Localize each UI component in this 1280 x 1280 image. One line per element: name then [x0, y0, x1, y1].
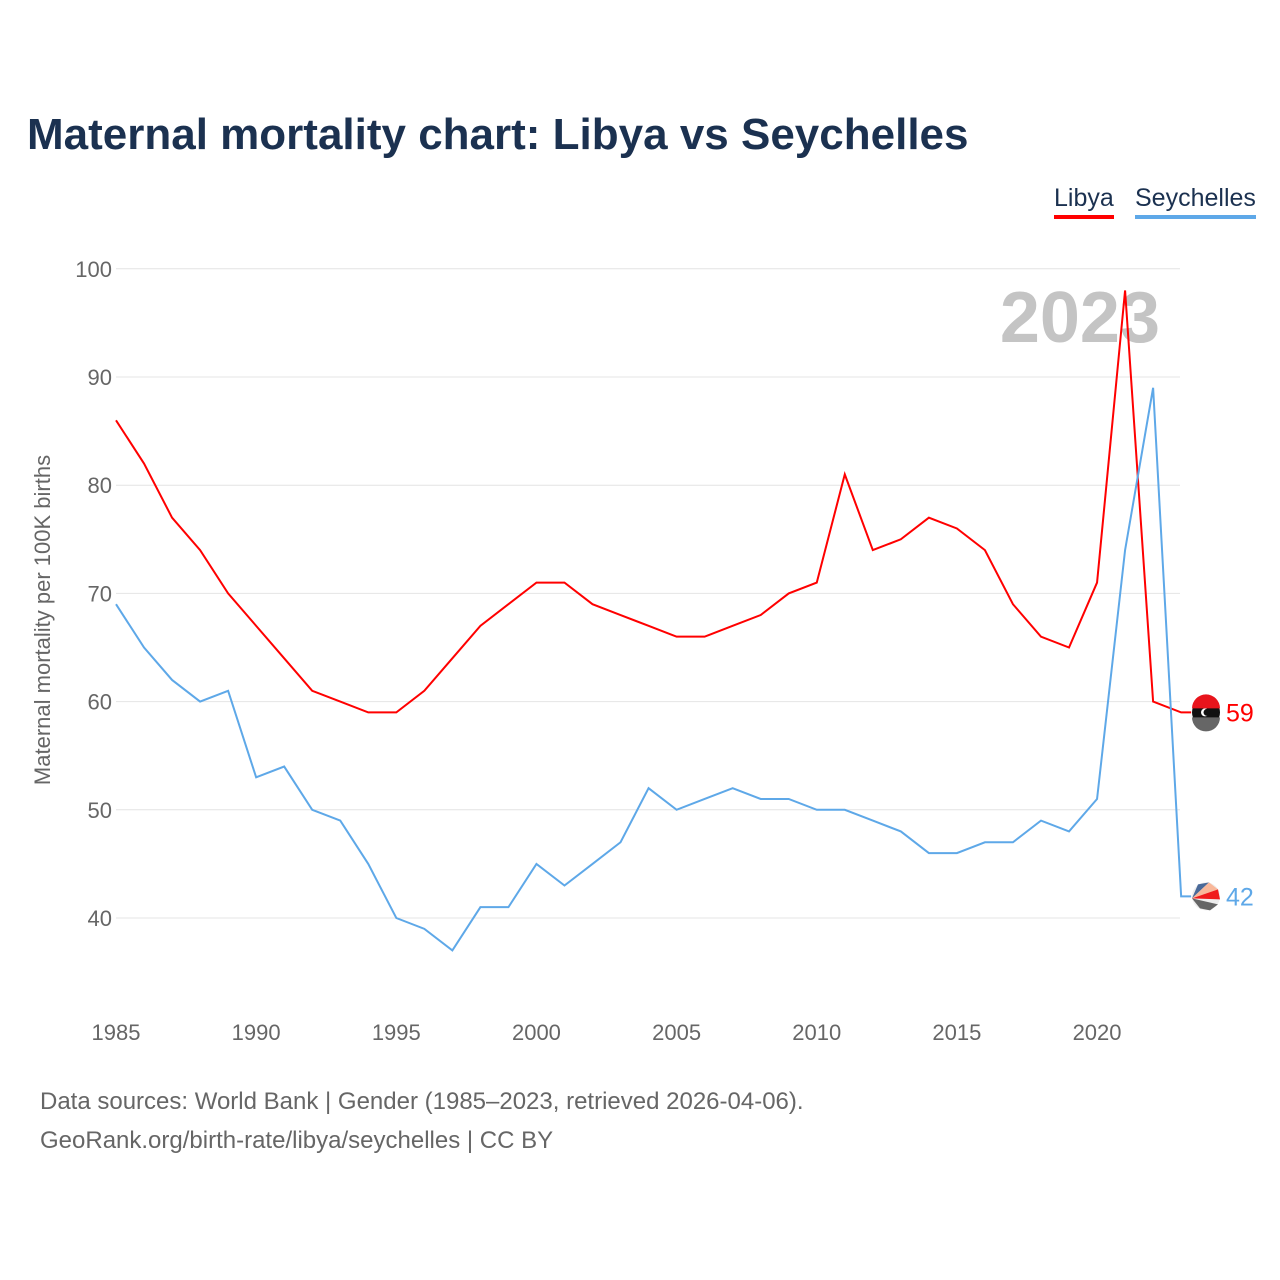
end-value-label: 42 [1226, 883, 1254, 911]
series-line-seychelles [115, 387, 1192, 952]
libya-crescent-cut [1203, 708, 1211, 716]
source-note: Data sources: World Bank | Gender (1985–… [40, 1088, 804, 1115]
end-value-label: 59 [1226, 699, 1254, 727]
series-line-libya [115, 290, 1192, 714]
legend-item-seychelles[interactable]: Seychelles [1135, 184, 1256, 219]
legend-item-libya[interactable]: Libya [1054, 184, 1114, 219]
seychelles-flag-red [1192, 889, 1220, 900]
y-tick-label: 80 [88, 473, 112, 498]
libya-flag-green-band [1192, 717, 1220, 732]
libya-flag-red-band [1192, 694, 1220, 709]
x-tick-label: 1995 [372, 1020, 421, 1045]
x-tick-label: 1985 [92, 1020, 141, 1045]
x-tick-label: 2020 [1073, 1020, 1122, 1045]
y-tick-label: 60 [88, 690, 112, 715]
x-tick-label: 2000 [512, 1020, 561, 1045]
seychelles-flag-green [1192, 898, 1218, 911]
y-tick-label: 100 [75, 257, 112, 282]
year-watermark: 2023 [1000, 278, 1160, 358]
y-tick-label: 50 [88, 798, 112, 823]
chart-title: Maternal mortality chart: Libya vs Seych… [27, 110, 969, 159]
y-tick-label: 90 [88, 365, 112, 390]
y-axis-label: Maternal mortality per 100K births [30, 455, 55, 785]
x-tick-label: 2005 [652, 1020, 701, 1045]
x-tick-label: 2010 [792, 1020, 841, 1045]
x-tick-label: 1990 [232, 1020, 281, 1045]
source-link[interactable]: GeoRank.org/birth-rate/libya/seychelles … [40, 1127, 554, 1154]
seychelles-flag-yellow [1192, 882, 1218, 899]
y-tick-label: 40 [88, 906, 112, 931]
x-tick-label: 2015 [932, 1020, 981, 1045]
y-tick-label: 70 [88, 581, 112, 606]
